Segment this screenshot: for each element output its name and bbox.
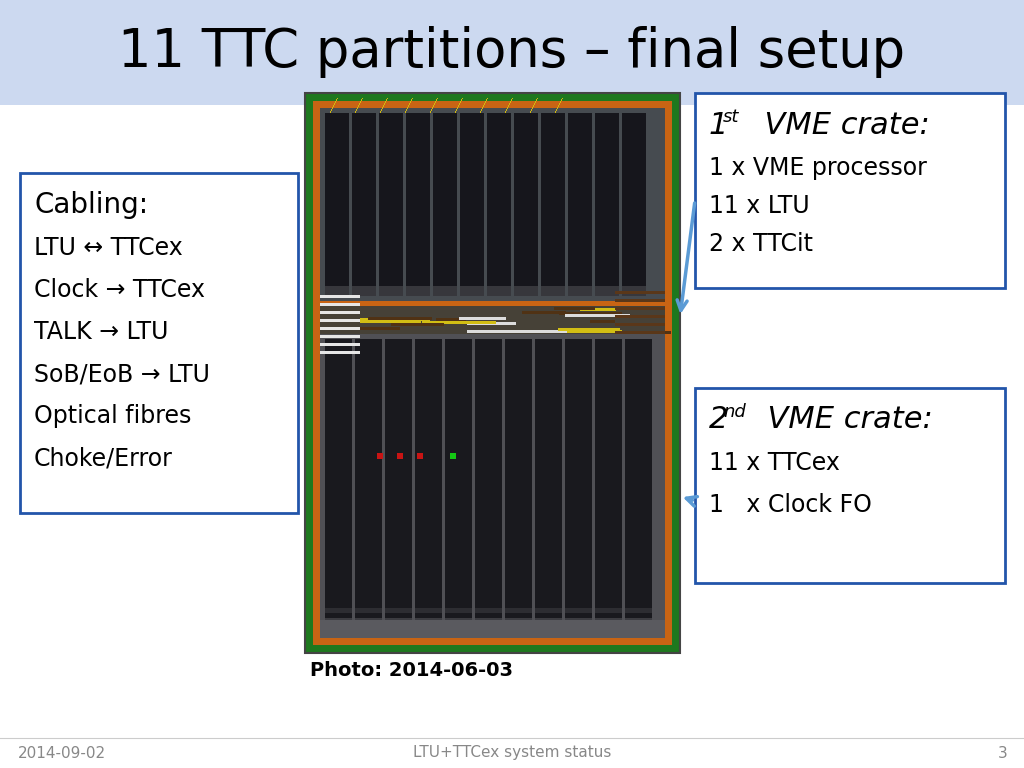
Text: Optical fibres: Optical fibres xyxy=(34,404,191,428)
Text: VME crate:: VME crate: xyxy=(745,111,930,140)
Text: LTU+TTCex system status: LTU+TTCex system status xyxy=(413,746,611,760)
Text: 1: 1 xyxy=(709,111,728,140)
Text: 2014-09-02: 2014-09-02 xyxy=(18,746,106,760)
Text: Clock → TTCex: Clock → TTCex xyxy=(34,278,205,302)
Text: 11 x LTU: 11 x LTU xyxy=(709,194,810,218)
Text: TALK → LTU: TALK → LTU xyxy=(34,320,168,344)
FancyBboxPatch shape xyxy=(20,173,298,513)
Text: 3: 3 xyxy=(998,746,1008,760)
Text: 2: 2 xyxy=(709,406,728,435)
Text: nd: nd xyxy=(723,403,745,421)
Text: Choke/Error: Choke/Error xyxy=(34,446,173,470)
Text: st: st xyxy=(723,108,739,126)
FancyBboxPatch shape xyxy=(695,93,1005,288)
Text: 1   x Clock FO: 1 x Clock FO xyxy=(709,493,871,517)
Text: LTU ↔ TTCex: LTU ↔ TTCex xyxy=(34,236,182,260)
FancyBboxPatch shape xyxy=(0,0,1024,105)
Text: VME crate:: VME crate: xyxy=(748,406,933,435)
Text: Photo: 2014-06-03: Photo: 2014-06-03 xyxy=(310,661,513,680)
FancyBboxPatch shape xyxy=(695,388,1005,583)
Text: 11 x TTCex: 11 x TTCex xyxy=(709,451,840,475)
Text: 11 TTC partitions – final setup: 11 TTC partitions – final setup xyxy=(119,27,905,78)
Text: Cabling:: Cabling: xyxy=(34,191,148,219)
Text: 1 x VME processor: 1 x VME processor xyxy=(709,156,927,180)
Text: 2 x TTCit: 2 x TTCit xyxy=(709,232,813,256)
Text: SoB/EoB → LTU: SoB/EoB → LTU xyxy=(34,362,210,386)
